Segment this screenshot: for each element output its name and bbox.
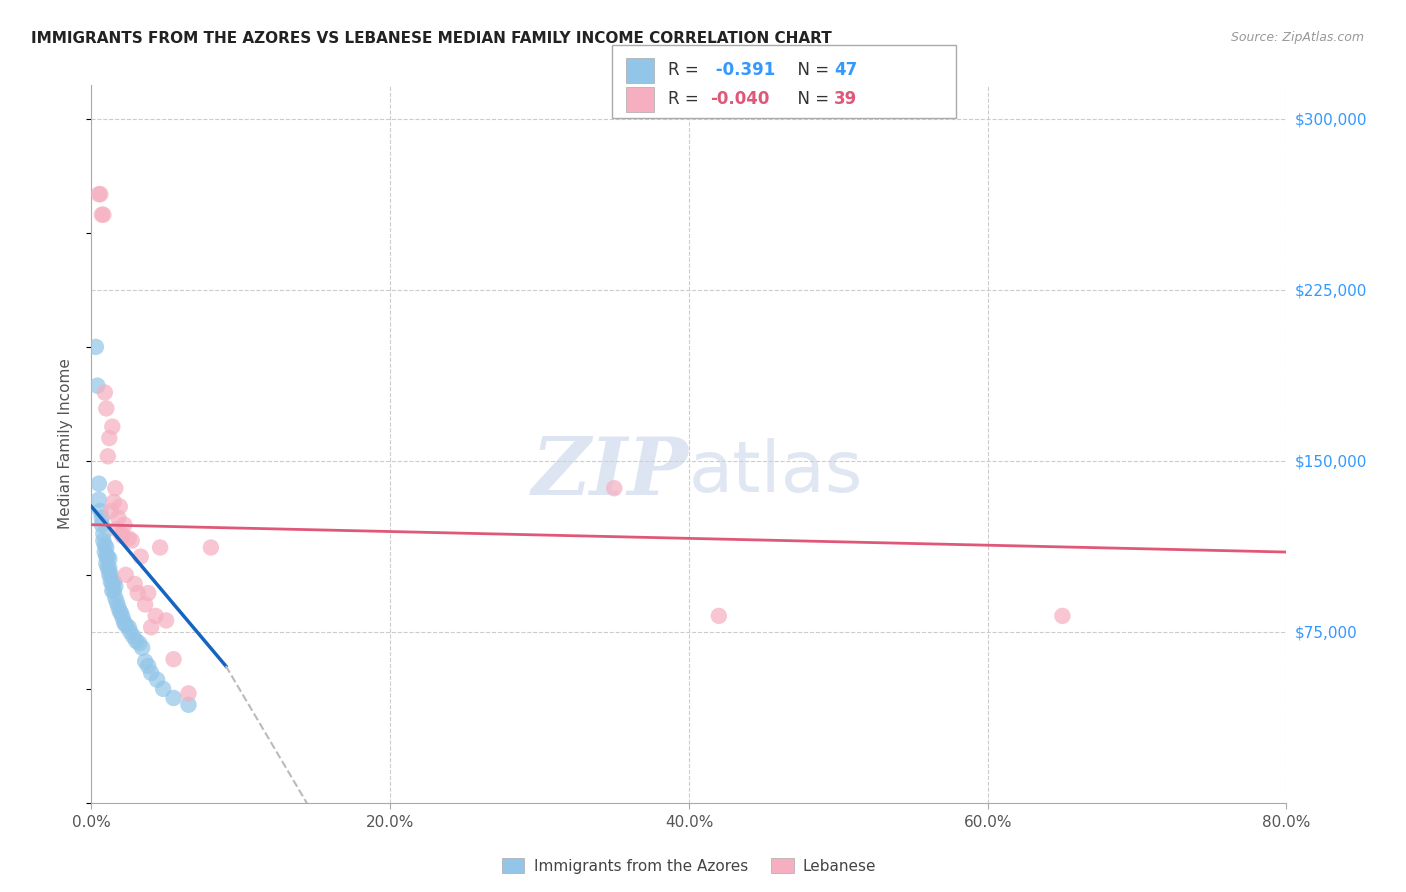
- Point: [136, 586, 159, 600]
- Text: Source: ZipAtlas.com: Source: ZipAtlas.com: [1230, 31, 1364, 45]
- Point: [93, 533, 115, 548]
- Point: [101, 419, 124, 434]
- Point: [98, 552, 121, 566]
- Point: [111, 611, 134, 625]
- Point: [96, 557, 118, 571]
- Point: [121, 533, 143, 548]
- Point: [112, 615, 135, 630]
- Point: [114, 618, 136, 632]
- Point: [100, 504, 122, 518]
- Point: [90, 511, 112, 525]
- Point: [141, 665, 163, 680]
- Point: [93, 208, 115, 222]
- Point: [200, 541, 222, 555]
- Point: [105, 522, 128, 536]
- Point: [84, 340, 107, 354]
- Point: [97, 561, 120, 575]
- Point: [603, 481, 626, 495]
- Point: [89, 504, 111, 518]
- Point: [1052, 608, 1074, 623]
- Point: [707, 608, 730, 623]
- Point: [101, 583, 124, 598]
- Text: 39: 39: [834, 90, 858, 109]
- Text: IMMIGRANTS FROM THE AZORES VS LEBANESE MEDIAN FAMILY INCOME CORRELATION CHART: IMMIGRANTS FROM THE AZORES VS LEBANESE M…: [31, 31, 832, 46]
- Point: [94, 545, 117, 559]
- Point: [134, 655, 156, 669]
- Point: [87, 187, 110, 202]
- Point: [149, 541, 172, 555]
- Y-axis label: Median Family Income: Median Family Income: [58, 359, 73, 529]
- Point: [98, 561, 121, 575]
- Text: R =: R =: [668, 90, 704, 109]
- Point: [104, 481, 127, 495]
- Point: [112, 517, 135, 532]
- Point: [131, 640, 153, 655]
- Point: [96, 541, 118, 555]
- Point: [141, 620, 163, 634]
- Point: [118, 620, 141, 634]
- Point: [155, 614, 177, 628]
- Point: [104, 579, 127, 593]
- Point: [89, 187, 111, 202]
- Point: [93, 526, 115, 541]
- Text: atlas: atlas: [689, 438, 863, 507]
- Point: [177, 686, 200, 700]
- Point: [162, 652, 184, 666]
- Point: [111, 529, 134, 543]
- Point: [96, 549, 118, 564]
- Text: N =: N =: [787, 62, 835, 79]
- Point: [134, 598, 156, 612]
- Point: [162, 690, 184, 705]
- Point: [110, 607, 132, 621]
- Point: [94, 538, 117, 552]
- Point: [128, 636, 150, 650]
- Point: [129, 549, 152, 564]
- Point: [152, 681, 174, 696]
- Point: [103, 574, 125, 589]
- Point: [108, 500, 131, 514]
- Point: [105, 595, 128, 609]
- Text: R =: R =: [668, 62, 704, 79]
- Point: [110, 526, 132, 541]
- Point: [124, 577, 146, 591]
- Legend: Immigrants from the Azores, Lebanese: Immigrants from the Azores, Lebanese: [494, 850, 884, 881]
- Point: [145, 608, 167, 623]
- Point: [118, 532, 141, 546]
- Point: [98, 567, 121, 582]
- Point: [103, 583, 125, 598]
- Point: [90, 208, 112, 222]
- Point: [97, 450, 120, 464]
- Point: [125, 634, 148, 648]
- Point: [120, 624, 142, 639]
- Point: [86, 378, 108, 392]
- Point: [107, 511, 129, 525]
- Point: [114, 567, 136, 582]
- Point: [122, 629, 145, 643]
- Text: -0.040: -0.040: [710, 90, 769, 109]
- Text: N =: N =: [787, 90, 835, 109]
- Point: [94, 385, 117, 400]
- Point: [107, 599, 129, 614]
- Point: [101, 577, 124, 591]
- Point: [98, 431, 121, 445]
- Point: [127, 586, 149, 600]
- Point: [100, 567, 122, 582]
- Point: [104, 591, 127, 605]
- Point: [87, 476, 110, 491]
- Point: [87, 492, 110, 507]
- Point: [90, 517, 112, 532]
- Point: [103, 495, 125, 509]
- Point: [96, 401, 118, 416]
- Point: [108, 604, 131, 618]
- Text: -0.391: -0.391: [710, 62, 775, 79]
- Text: 47: 47: [834, 62, 858, 79]
- Point: [97, 549, 120, 564]
- Point: [136, 659, 159, 673]
- Point: [177, 698, 200, 712]
- Point: [146, 673, 169, 687]
- Point: [100, 574, 122, 589]
- Text: ZIP: ZIP: [531, 434, 689, 511]
